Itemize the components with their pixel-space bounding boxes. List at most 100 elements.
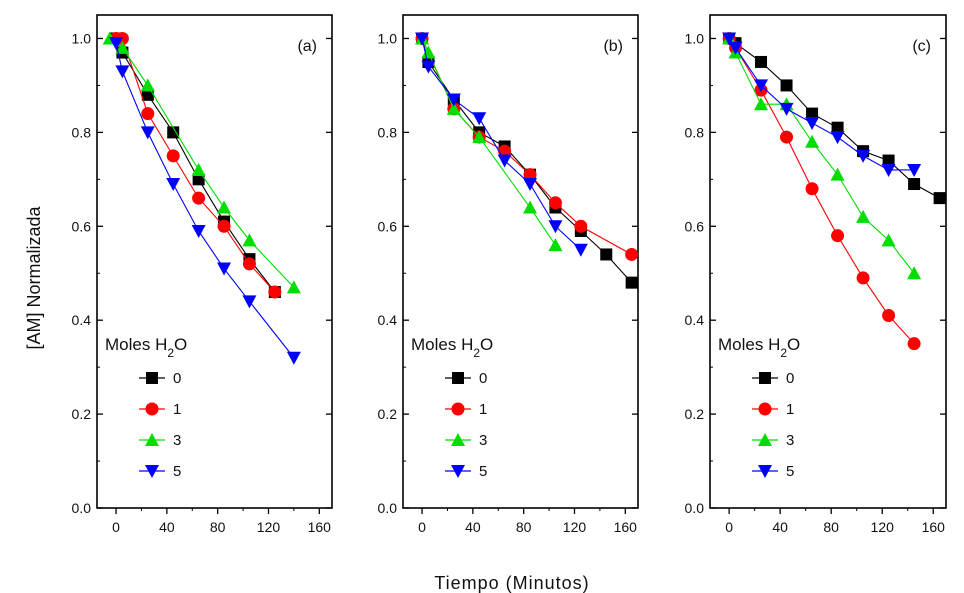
data-point xyxy=(780,130,794,144)
legend-marker xyxy=(758,433,772,446)
data-point xyxy=(548,220,563,234)
data-point xyxy=(286,351,301,365)
data-point xyxy=(523,178,538,192)
y-tick-label: 0.8 xyxy=(685,124,705,140)
legend-label: 1 xyxy=(479,401,487,418)
data-point xyxy=(141,88,154,101)
x-tick-label: 120 xyxy=(563,519,587,535)
legend-label: 0 xyxy=(786,370,794,387)
data-point xyxy=(191,162,206,176)
y-tick-label: 1.0 xyxy=(72,30,92,46)
plot-frame xyxy=(96,14,333,509)
x-tick-label: 120 xyxy=(257,519,281,535)
data-point xyxy=(754,97,769,111)
legend-marker xyxy=(758,465,772,478)
data-point xyxy=(933,192,946,205)
data-point xyxy=(805,134,820,148)
data-point xyxy=(907,337,921,351)
data-point xyxy=(140,78,155,92)
data-point xyxy=(755,55,768,68)
data-point xyxy=(754,79,769,93)
plot-frame xyxy=(402,14,639,509)
series-1 xyxy=(415,31,639,261)
series-0 xyxy=(723,32,946,205)
data-point xyxy=(115,65,130,79)
panels: 0.0 0.2 0.4 0.6 0.8 1.0 0 40 80 120 160 (a) Moles H2… xyxy=(72,14,947,535)
legend-label: 3 xyxy=(173,432,181,449)
data-point xyxy=(242,257,256,271)
legend-label: 1 xyxy=(173,401,181,418)
panel-label: (a) xyxy=(297,38,317,55)
series-line xyxy=(421,38,582,251)
series-1 xyxy=(722,31,921,351)
data-point xyxy=(856,271,870,285)
legend-marker xyxy=(758,402,772,416)
legend-label: 3 xyxy=(786,432,794,449)
data-point xyxy=(497,154,512,168)
x-tick-label: 160 xyxy=(922,519,946,535)
data-point xyxy=(217,219,231,233)
data-point xyxy=(881,163,896,177)
data-point xyxy=(115,40,130,54)
data-point xyxy=(242,295,257,309)
data-point xyxy=(625,276,638,289)
y-tick-label: 0.2 xyxy=(72,406,92,422)
series-5 xyxy=(109,37,301,365)
x-tick-label: 120 xyxy=(871,519,895,535)
x-tick-label: 0 xyxy=(725,519,733,535)
data-point xyxy=(722,32,737,46)
x-tick-label: 160 xyxy=(308,519,332,535)
y-tick-label: 0.2 xyxy=(685,406,705,422)
legend-label: 5 xyxy=(479,463,487,480)
legend-marker xyxy=(145,433,159,446)
series-5 xyxy=(415,32,588,257)
legend-label: 3 xyxy=(479,432,487,449)
x-tick-label: 80 xyxy=(210,519,226,535)
data-point xyxy=(421,45,436,59)
data-point xyxy=(523,168,537,182)
data-point xyxy=(882,308,896,322)
data-point xyxy=(268,285,282,299)
data-point xyxy=(908,178,921,191)
data-point xyxy=(806,107,819,120)
data-point xyxy=(907,163,922,177)
data-point xyxy=(600,248,613,261)
data-point xyxy=(805,116,820,130)
legend-marker xyxy=(146,372,158,384)
data-point xyxy=(191,224,206,238)
data-point xyxy=(830,131,845,145)
panel-label: (b) xyxy=(603,38,623,55)
legend-marker xyxy=(451,402,465,416)
data-point xyxy=(141,107,155,121)
x-tick-label: 80 xyxy=(823,519,839,535)
panel-3: 0.0 0.2 0.4 0.6 0.8 1.0 0 40 80 120 160 (c) Moles H2… xyxy=(685,14,947,535)
data-point xyxy=(856,149,871,163)
legend-marker xyxy=(451,465,465,478)
legend-label: 5 xyxy=(786,463,794,480)
x-tick-label: 0 xyxy=(418,519,426,535)
panel-2: 0.0 0.2 0.4 0.6 0.8 1.0 0 40 80 120 160 (b) Moles H2… xyxy=(378,14,639,535)
data-point xyxy=(728,41,743,55)
series-line xyxy=(728,38,940,199)
y-axis-label: [AM] Normalizada xyxy=(24,205,44,349)
y-tick-label: 0.0 xyxy=(378,500,398,516)
data-point xyxy=(217,200,232,214)
legend-label: 0 xyxy=(479,370,487,387)
data-point xyxy=(446,93,461,107)
data-point xyxy=(805,182,819,196)
data-point xyxy=(830,167,845,181)
data-point xyxy=(415,32,430,46)
legend-label: 5 xyxy=(173,463,181,480)
y-tick-label: 0.2 xyxy=(378,406,398,422)
legend-marker xyxy=(451,433,465,446)
y-tick-label: 0.4 xyxy=(378,312,398,328)
legend-marker xyxy=(452,372,464,384)
data-point xyxy=(907,266,922,280)
legend-marker xyxy=(145,465,159,478)
data-point xyxy=(472,130,487,144)
series-3 xyxy=(102,31,301,294)
legend-title: Moles H2O xyxy=(105,335,187,360)
series-line xyxy=(109,38,295,288)
y-tick-label: 0.8 xyxy=(72,124,92,140)
